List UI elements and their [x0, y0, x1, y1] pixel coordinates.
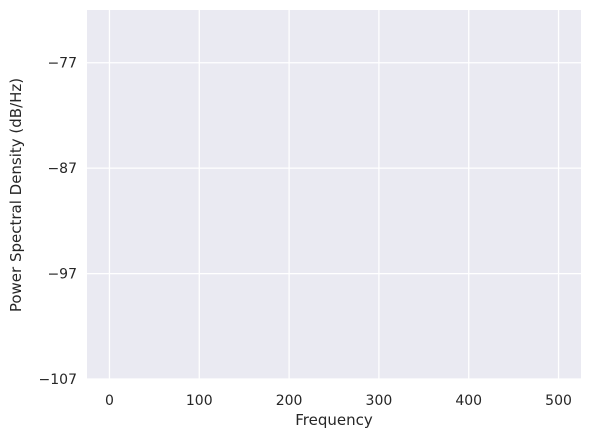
- x-tick-label: 0: [105, 393, 114, 409]
- x-axis-label: Frequency: [295, 411, 373, 429]
- y-tick-label: −87: [47, 161, 77, 177]
- tick-labels: 0 100 200 300 400 500 −77 −87 −97 −107: [39, 56, 572, 409]
- x-tick-label: 100: [186, 393, 213, 409]
- x-tick-label: 400: [455, 393, 482, 409]
- x-tick-label: 300: [366, 393, 393, 409]
- x-tick-label: 200: [276, 393, 303, 409]
- y-tick-label: −77: [47, 56, 77, 72]
- grid-lines: [87, 10, 581, 380]
- plot-area: [87, 10, 581, 379]
- y-tick-label: −107: [39, 372, 77, 388]
- x-tick-label: 500: [545, 393, 572, 409]
- y-axis-label: Power Spectral Density (dB/Hz): [7, 78, 25, 312]
- y-tick-label: −97: [47, 267, 77, 283]
